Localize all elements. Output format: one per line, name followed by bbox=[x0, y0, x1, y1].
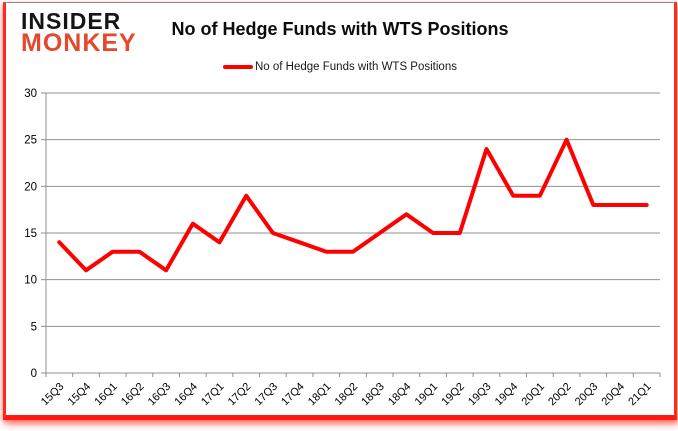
x-axis-label: 17Q1 bbox=[199, 381, 227, 409]
logo-line2: MONKEY bbox=[21, 29, 137, 58]
x-axis-label: 19Q3 bbox=[466, 381, 494, 409]
x-axis-label: 16Q3 bbox=[146, 381, 174, 409]
x-axis-label: 20Q1 bbox=[519, 381, 547, 409]
legend-label: No of Hedge Funds with WTS Positions bbox=[255, 61, 457, 73]
legend: No of Hedge Funds with WTS Positions bbox=[6, 61, 674, 73]
series-line bbox=[57, 137, 649, 273]
x-axis-label: 19Q4 bbox=[493, 381, 521, 409]
x-axis-label: 16Q2 bbox=[119, 381, 147, 409]
x-axis-label: 17Q2 bbox=[226, 381, 254, 409]
x-axis-label: 15Q4 bbox=[66, 381, 94, 409]
insider-monkey-logo: INSIDER MONKEY bbox=[21, 8, 137, 58]
x-axis-label: 19Q1 bbox=[413, 381, 441, 409]
x-axis-label: 17Q4 bbox=[279, 381, 307, 409]
x-axis-label: 18Q4 bbox=[386, 381, 414, 409]
x-axis-label: 16Q1 bbox=[92, 381, 120, 409]
legend-line-marker bbox=[223, 65, 253, 69]
y-axis-label: 0 bbox=[31, 368, 37, 380]
x-axis-label: 20Q4 bbox=[600, 381, 628, 409]
line-chart-plot: 0 5 10 15 20 25 30 15Q3 15Q4 16Q1 16Q2 16Q3 16Q4 17Q1… bbox=[24, 88, 661, 409]
x-axis-label: 18Q1 bbox=[306, 381, 334, 409]
logo-line1: INSIDER bbox=[21, 8, 122, 34]
x-axis-label: 20Q2 bbox=[546, 381, 574, 409]
y-axis-label: 10 bbox=[24, 275, 37, 287]
x-axis-label: 21Q1 bbox=[626, 381, 654, 409]
x-axis-label: 18Q3 bbox=[359, 381, 387, 409]
x-axis-label: 19Q2 bbox=[439, 381, 467, 409]
y-axis-label: 20 bbox=[24, 181, 37, 193]
x-axis-label: 20Q3 bbox=[573, 381, 601, 409]
chart-title: No of Hedge Funds with WTS Positions bbox=[171, 19, 509, 39]
y-axis-label: 5 bbox=[31, 321, 37, 333]
x-axis-label: 15Q3 bbox=[39, 381, 67, 409]
x-axis-label: 18Q2 bbox=[333, 381, 361, 409]
x-axis-label: 16Q4 bbox=[172, 381, 200, 409]
y-axis-label: 25 bbox=[24, 135, 37, 147]
x-axis-label: 17Q3 bbox=[253, 381, 281, 409]
y-axis-label: 15 bbox=[24, 228, 37, 240]
y-axis-label: 30 bbox=[24, 88, 37, 100]
chart-widget: INSIDER MONKEY No of Hedge Funds with WT… bbox=[3, 2, 677, 420]
